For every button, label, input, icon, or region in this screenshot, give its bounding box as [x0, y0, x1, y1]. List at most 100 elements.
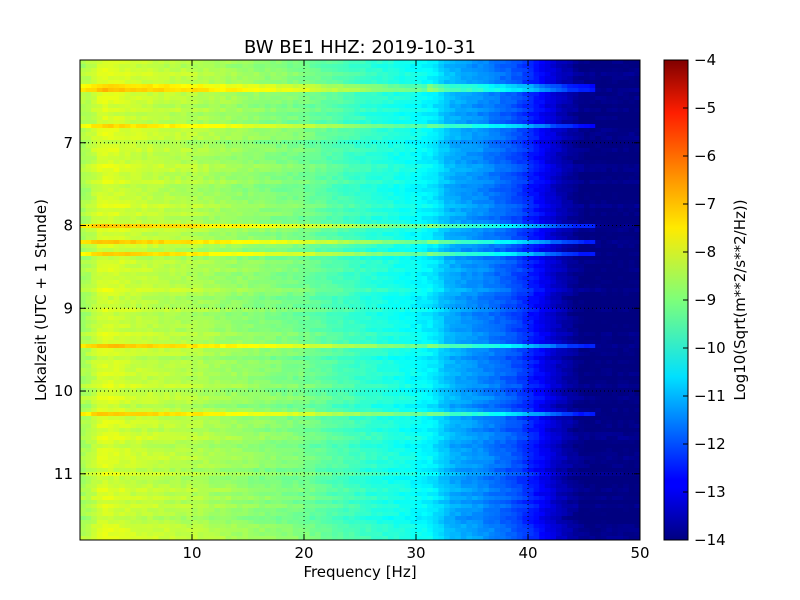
heatmap-cell [309, 64, 316, 69]
heatmap-cell [399, 240, 406, 245]
heatmap-cell [164, 112, 171, 117]
heatmap-cell [432, 132, 439, 137]
heatmap-cell [276, 108, 283, 113]
heatmap-cell [556, 204, 563, 209]
heatmap-cell [203, 68, 210, 73]
heatmap-cell [634, 168, 640, 173]
heatmap-cell [136, 140, 143, 145]
heatmap-cell [466, 200, 473, 205]
heatmap-cell [376, 64, 383, 69]
heatmap-cell [606, 236, 613, 241]
heatmap-cell [494, 196, 501, 201]
heatmap-cell [360, 144, 367, 149]
heatmap-cell [578, 92, 585, 97]
heatmap-cell [91, 76, 98, 81]
heatmap-cell [315, 172, 322, 177]
heatmap-cell [567, 216, 574, 221]
heatmap-cell [298, 252, 305, 257]
heatmap-cell [354, 224, 361, 229]
heatmap-cell [175, 160, 182, 165]
heatmap-cell [281, 80, 288, 85]
heatmap-cell [516, 92, 523, 97]
heatmap-cell [488, 236, 495, 241]
heatmap-cell [337, 208, 344, 213]
heatmap-cell [197, 96, 204, 101]
heatmap-cell [85, 108, 92, 113]
heatmap-cell [124, 108, 131, 113]
heatmap-cell [180, 112, 187, 117]
heatmap-cell [404, 176, 411, 181]
heatmap-cell [416, 100, 423, 105]
heatmap-cell [124, 188, 131, 193]
heatmap-cell [236, 176, 243, 181]
heatmap-cell [623, 236, 630, 241]
heatmap-cell [292, 216, 299, 221]
heatmap-cell [147, 184, 154, 189]
heatmap-cell [572, 96, 579, 101]
heatmap-cell [203, 72, 210, 77]
heatmap-cell [544, 192, 551, 197]
heatmap-cell [203, 80, 210, 85]
heatmap-cell [522, 140, 529, 145]
heatmap-cell [264, 252, 271, 257]
heatmap-cell [584, 220, 591, 225]
heatmap-cell [466, 144, 473, 149]
heatmap-cell [528, 164, 535, 169]
heatmap-cell [152, 132, 159, 137]
heatmap-cell [483, 224, 490, 229]
heatmap-cell [589, 132, 596, 137]
heatmap-cell [455, 220, 462, 225]
heatmap-cell [584, 120, 591, 125]
heatmap-cell [124, 80, 131, 85]
heatmap-cell [315, 212, 322, 217]
heatmap-cell [102, 108, 109, 113]
heatmap-cell [578, 132, 585, 137]
heatmap-cell [309, 248, 316, 253]
heatmap-cell [438, 188, 445, 193]
heatmap-cell [180, 216, 187, 221]
heatmap-cell [175, 248, 182, 253]
heatmap-cell [600, 180, 607, 185]
heatmap-cell [270, 244, 277, 249]
heatmap-cell [606, 100, 613, 105]
heatmap-cell [528, 188, 535, 193]
heatmap-cell [276, 232, 283, 237]
heatmap-cell [365, 228, 372, 233]
heatmap-cell [556, 176, 563, 181]
heatmap-cell [192, 180, 199, 185]
heatmap-cell [404, 68, 411, 73]
heatmap-cell [505, 68, 512, 73]
heatmap-cell [550, 76, 557, 81]
heatmap-cell [130, 92, 137, 97]
heatmap-cell [248, 60, 255, 65]
heatmap-cell [281, 208, 288, 213]
heatmap-cell [270, 84, 277, 89]
heatmap-cell [337, 248, 344, 253]
heatmap-cell [371, 176, 378, 181]
heatmap-cell [231, 220, 238, 225]
heatmap-cell [214, 192, 221, 197]
heatmap-cell [617, 128, 624, 133]
heatmap-cell [511, 152, 518, 157]
heatmap-cell [320, 224, 327, 229]
heatmap-cell [158, 132, 165, 137]
heatmap-cell [248, 176, 255, 181]
heatmap-cell [332, 88, 339, 93]
heatmap-cell [589, 84, 596, 89]
heatmap-cell [488, 96, 495, 101]
heatmap-cell [500, 88, 507, 93]
heatmap-cell [567, 72, 574, 77]
heatmap-cell [376, 156, 383, 161]
heatmap-cell [91, 224, 98, 229]
heatmap-cell [404, 252, 411, 257]
heatmap-cell [561, 192, 568, 197]
heatmap-cell [85, 132, 92, 137]
heatmap-cell [416, 80, 423, 85]
heatmap-cell [483, 92, 490, 97]
heatmap-cell [298, 212, 305, 217]
heatmap-cell [332, 176, 339, 181]
heatmap-cell [164, 152, 171, 157]
heatmap-cell [147, 192, 154, 197]
heatmap-cell [119, 80, 126, 85]
heatmap-cell [343, 248, 350, 253]
